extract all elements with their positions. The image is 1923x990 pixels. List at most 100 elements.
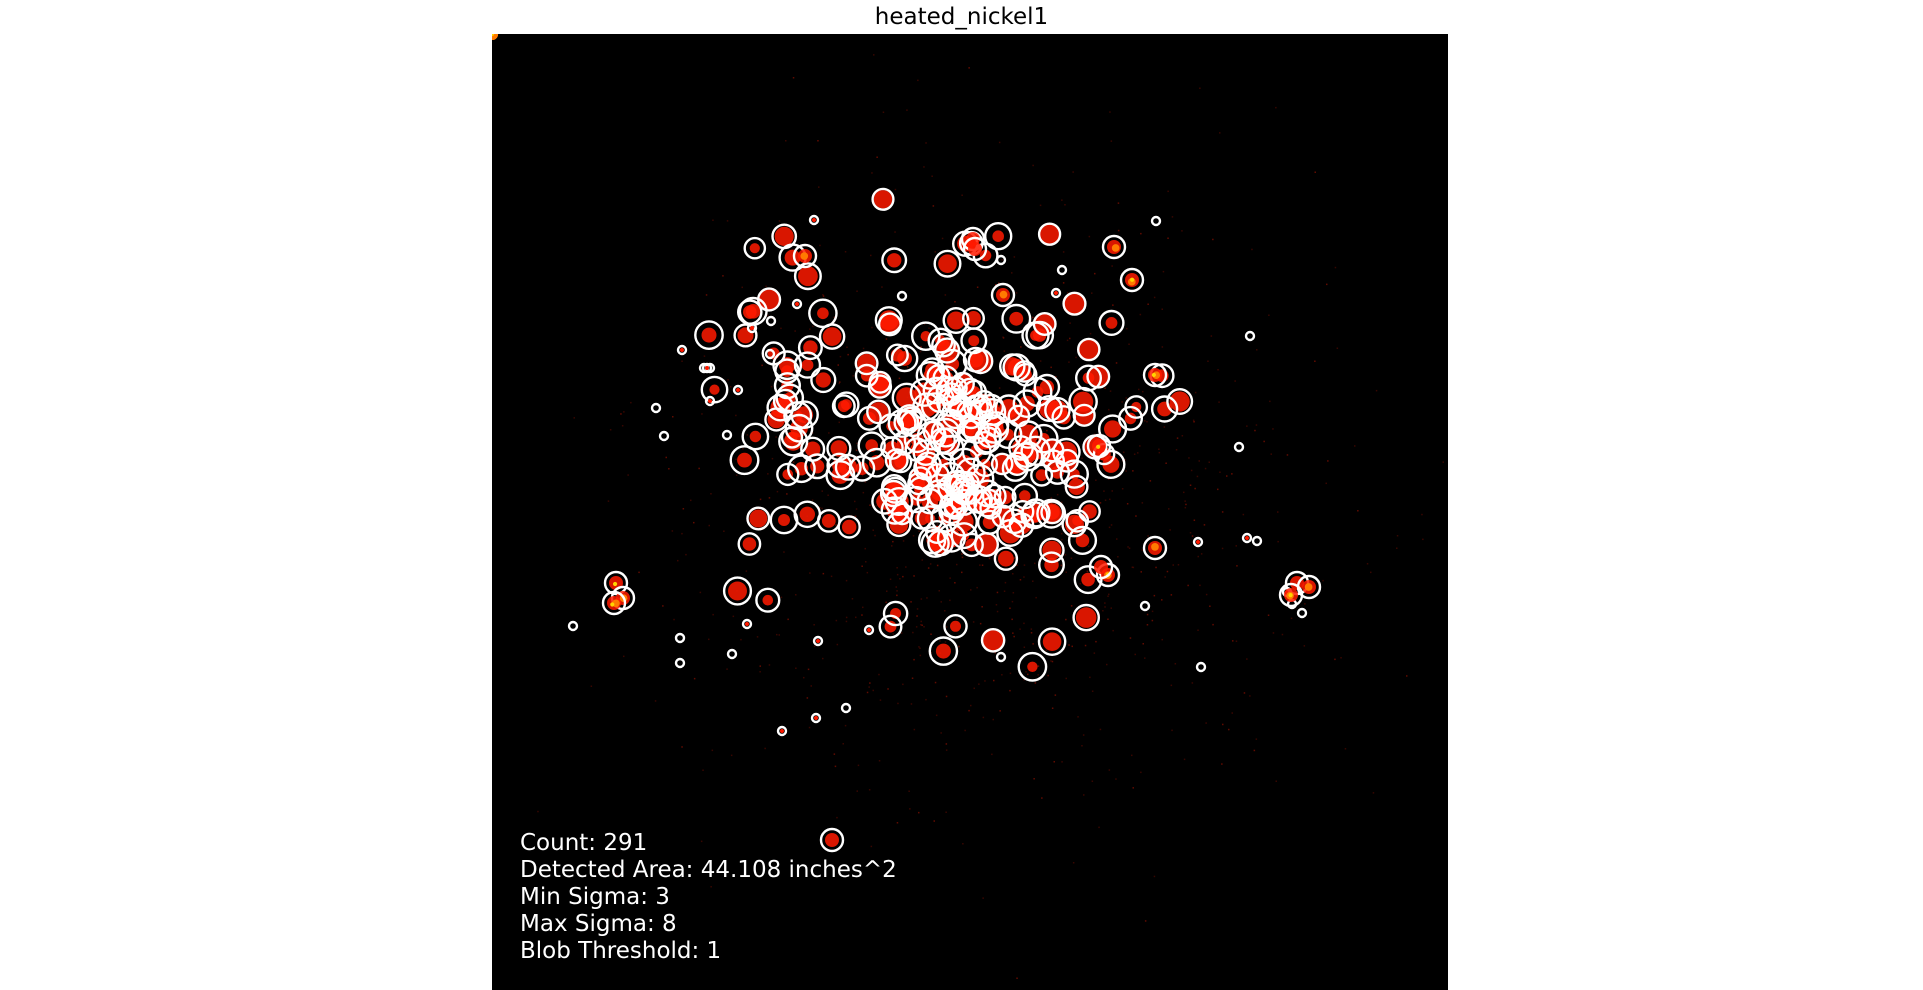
noise-pixel — [913, 728, 916, 731]
noise-pixel — [1193, 519, 1196, 521]
heat-spot — [762, 594, 774, 606]
noise-pixel — [702, 769, 704, 771]
noise-pixel — [1023, 564, 1026, 566]
blob-ring — [1025, 320, 1055, 350]
noise-pixel — [1123, 451, 1125, 453]
noise-pixel — [902, 683, 904, 686]
noise-pixel — [1140, 771, 1142, 774]
noise-pixel — [1236, 565, 1238, 567]
blob-ring — [764, 348, 776, 360]
blob-ring — [1101, 234, 1127, 260]
noise-pixel — [994, 480, 996, 482]
noise-pixel — [1035, 596, 1037, 599]
blob-ring — [948, 506, 979, 537]
noise-pixel — [1013, 635, 1015, 638]
noise-pixel — [1132, 787, 1134, 789]
blob-ring — [1011, 482, 1039, 510]
noise-pixel — [1061, 761, 1063, 763]
noise-pixel — [1139, 445, 1141, 447]
noise-pixel — [1116, 538, 1118, 540]
noise-pixel — [1181, 435, 1184, 437]
noise-pixel — [700, 840, 703, 843]
noise-pixel — [919, 350, 922, 353]
noise-pixel — [906, 366, 909, 368]
blob-ring — [797, 335, 823, 361]
blob-ring — [926, 364, 951, 389]
noise-pixel — [1205, 593, 1208, 596]
noise-pixel — [1102, 610, 1104, 612]
noise-pixel — [1171, 729, 1173, 732]
noise-pixel — [913, 575, 915, 577]
noise-pixel — [1077, 716, 1079, 718]
noise-pixel — [1126, 503, 1129, 505]
noise-pixel — [896, 567, 898, 569]
noise-pixel — [1060, 564, 1063, 567]
noise-pixel — [1060, 526, 1062, 528]
noise-pixel — [898, 377, 901, 380]
noise-pixel — [1235, 640, 1238, 642]
heat-spot — [966, 311, 981, 326]
blob-ring — [903, 426, 931, 454]
noise-pixel — [1023, 679, 1025, 681]
noise-pixel — [776, 490, 779, 493]
noise-pixel — [954, 582, 956, 584]
blob-ring — [674, 657, 686, 669]
noise-pixel — [1108, 526, 1111, 529]
heat-spot-hot — [610, 602, 615, 607]
noise-pixel — [899, 578, 901, 580]
noise-pixel — [1263, 440, 1265, 443]
noise-pixel — [906, 109, 908, 111]
noise-pixel — [1068, 644, 1070, 646]
blob-ring — [776, 462, 800, 487]
noise-pixel — [918, 530, 920, 532]
noise-pixel — [851, 598, 854, 600]
noise-pixel — [845, 620, 848, 623]
blob-ring — [881, 476, 909, 504]
blob-ring — [1035, 395, 1063, 423]
noise-pixel — [925, 142, 927, 144]
noise-pixel — [836, 643, 839, 646]
blob-ring — [936, 523, 966, 553]
noise-pixel — [917, 79, 919, 82]
noise-pixel — [1231, 473, 1233, 475]
heat-dot — [1245, 536, 1249, 540]
blob-ring — [928, 636, 959, 666]
noise-pixel — [817, 140, 819, 142]
blob-ring — [881, 247, 908, 274]
noise-pixel — [944, 610, 946, 612]
noise-pixel — [1161, 599, 1163, 601]
blob-ring — [1166, 388, 1194, 416]
blob-ring — [882, 600, 909, 627]
noise-pixel — [735, 458, 737, 461]
noise-pixel — [693, 521, 695, 524]
noise-pixel — [1167, 237, 1169, 239]
blob-ring — [1001, 303, 1032, 334]
blob-ring — [601, 590, 627, 616]
noise-pixel — [681, 746, 683, 748]
blob-ring — [674, 632, 686, 644]
noise-pixel — [1089, 676, 1091, 679]
heat-spot — [1105, 317, 1118, 329]
noise-pixel — [881, 286, 883, 288]
noise-pixel — [892, 540, 894, 543]
noise-pixel — [741, 286, 743, 289]
heat-spot — [737, 452, 752, 468]
heat-spot — [950, 620, 961, 632]
noise-pixel — [1104, 606, 1106, 608]
noise-pixel — [1012, 573, 1014, 575]
noise-pixel — [722, 275, 724, 277]
noise-pixel — [976, 586, 978, 589]
noise-pixel — [1207, 360, 1209, 362]
noise-pixel — [1034, 682, 1037, 684]
noise-pixel — [1242, 513, 1245, 516]
noise-pixel — [705, 294, 708, 296]
blob-ring — [1086, 364, 1111, 389]
blob-ring — [978, 398, 1007, 427]
noise-pixel — [837, 364, 839, 366]
noise-pixel — [1003, 350, 1006, 352]
noise-pixel — [900, 632, 903, 634]
noise-pixel — [855, 508, 858, 510]
noise-pixel — [1115, 778, 1117, 780]
noise-pixel — [1144, 657, 1146, 659]
noise-pixel — [839, 355, 842, 358]
